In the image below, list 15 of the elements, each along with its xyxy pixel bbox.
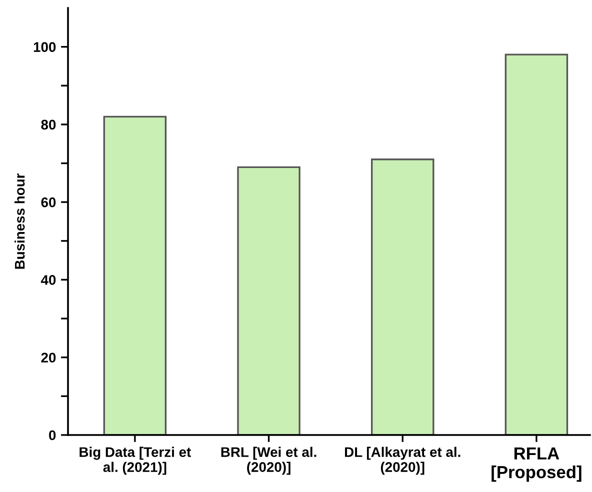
y-tick-label: 40 [40,275,56,285]
x-tick-label: DL [Alkayrat et al. (2020)] [345,446,460,475]
y-tick-label: 20 [41,352,56,363]
y-tick-label: 80 [41,120,56,130]
y-tick-label: 0 [49,430,56,440]
y-tick-label: 100 [34,42,56,52]
y-axis-title: Business hour [14,173,25,269]
x-tick-label: BRL [Wei et al. (2020)] [221,446,316,475]
x-tick-label: Big Data [Terzi et al. (2021)] [80,446,191,475]
bar [370,158,434,435]
bar [237,166,300,435]
bar [103,116,167,435]
y-tick-label: 60 [41,197,56,208]
bar [504,54,568,435]
x-tick-label: RFLA [Proposed] [492,447,582,482]
